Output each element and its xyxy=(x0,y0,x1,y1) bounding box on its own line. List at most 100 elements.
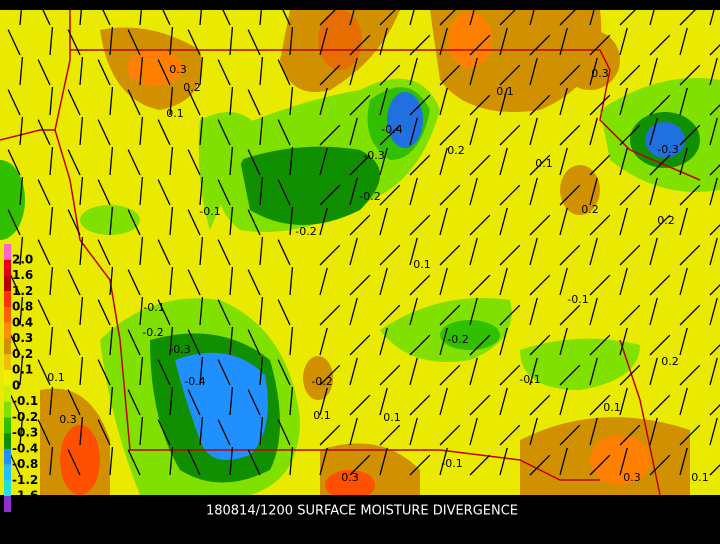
caption: 180814/1200 SURFACE MOISTURE DIVERGENCE xyxy=(206,504,518,519)
wind-barb xyxy=(679,267,688,296)
wind-barb xyxy=(589,0,598,26)
wind-barb xyxy=(469,357,478,386)
wind-barb xyxy=(409,237,418,266)
contour-label: -0.4 xyxy=(184,375,205,388)
wind-barb xyxy=(19,117,24,146)
wind-barb xyxy=(37,239,51,266)
wind-barb xyxy=(259,237,264,266)
wind-barb xyxy=(247,29,261,56)
wind-barb xyxy=(109,327,114,356)
wind-barb xyxy=(169,327,174,356)
wind-barb xyxy=(589,237,598,266)
contour-label: -0.1 xyxy=(567,293,588,306)
wind-barb xyxy=(127,329,141,356)
contour-label: 0.1 xyxy=(535,157,553,170)
wind-barb xyxy=(589,177,598,206)
wind-barb xyxy=(559,87,568,116)
wind-barb xyxy=(469,57,478,86)
wind-barb xyxy=(499,304,521,326)
wind-barb xyxy=(127,269,141,296)
wind-barb xyxy=(97,59,111,86)
wind-barb xyxy=(199,177,204,206)
wind-barb xyxy=(379,147,388,176)
wind-barb xyxy=(649,394,671,416)
scale-label: 0.4 xyxy=(12,315,33,329)
wind-barb xyxy=(259,117,264,146)
wind-barb xyxy=(559,327,568,356)
wind-barb xyxy=(277,239,291,266)
scale-label: -1.2 xyxy=(12,473,38,487)
wind-barb xyxy=(679,124,701,146)
wind-barb xyxy=(559,364,581,386)
wind-barb xyxy=(409,394,431,416)
wind-barb xyxy=(559,184,581,206)
wind-barb xyxy=(499,424,521,446)
wind-barb xyxy=(247,209,261,236)
wind-barb xyxy=(679,387,688,416)
wind-barb xyxy=(379,424,401,446)
wind-barb xyxy=(529,34,551,56)
contour-label: -0.3 xyxy=(363,149,384,162)
wind-barb xyxy=(619,124,641,146)
wind-barb xyxy=(157,119,171,146)
wind-barb xyxy=(499,64,521,86)
wind-barb xyxy=(109,267,114,296)
wind-barb xyxy=(49,447,54,476)
scale-swatch xyxy=(4,401,11,418)
wind-barb xyxy=(679,447,688,476)
wind-barb xyxy=(529,57,538,86)
wind-barb xyxy=(439,64,461,86)
wind-barb xyxy=(7,29,21,56)
wind-barb xyxy=(67,209,81,236)
wind-barb xyxy=(229,147,234,176)
wind-barb xyxy=(619,304,641,326)
wind-barb xyxy=(559,4,581,26)
wind-barb xyxy=(319,184,341,206)
wind-barb xyxy=(319,267,328,296)
scale-label: -0.3 xyxy=(12,426,38,440)
wind-barb xyxy=(529,274,551,296)
wind-barb xyxy=(619,447,628,476)
wind-barb xyxy=(529,417,538,446)
wind-barb xyxy=(679,364,701,386)
wind-barb xyxy=(589,357,598,386)
scale-swatch xyxy=(4,275,11,292)
wind-barb xyxy=(247,149,261,176)
wind-barb xyxy=(409,214,431,236)
scale-label: -0.8 xyxy=(12,457,38,471)
wind-barb xyxy=(409,334,431,356)
wind-barb xyxy=(619,327,628,356)
wind-barb xyxy=(229,207,234,236)
wind-barb xyxy=(19,0,23,26)
wind-barb xyxy=(559,447,568,476)
wind-barb xyxy=(649,214,671,236)
wind-barb xyxy=(289,327,294,356)
wind-barb xyxy=(7,209,21,236)
wind-barb xyxy=(247,449,261,476)
wind-barb xyxy=(619,27,628,56)
wind-barb xyxy=(289,147,294,176)
contour-label: -0.2 xyxy=(295,225,316,238)
wind-barb xyxy=(79,297,84,326)
wind-barb xyxy=(229,447,234,476)
borders xyxy=(0,10,701,496)
wind-barb xyxy=(259,0,263,26)
wind-barb xyxy=(67,449,81,476)
wind-barb xyxy=(289,387,294,416)
wind-barb xyxy=(277,119,291,146)
wind-barb xyxy=(409,0,418,26)
wind-barb xyxy=(559,124,581,146)
wind-barb xyxy=(469,94,491,116)
wind-barb xyxy=(49,27,54,56)
wind-barb xyxy=(19,417,24,446)
contour-label: -0.2 xyxy=(142,326,163,339)
wind-barb xyxy=(19,177,24,206)
wind-barb xyxy=(409,417,418,446)
scale-label: 2.0 xyxy=(12,252,33,266)
wind-barb xyxy=(277,299,291,326)
wind-barb xyxy=(499,184,521,206)
wind-barb xyxy=(67,389,81,416)
scale-label: -1.6 xyxy=(12,489,38,503)
wind-barb xyxy=(679,244,701,266)
wind-barb xyxy=(139,117,144,146)
